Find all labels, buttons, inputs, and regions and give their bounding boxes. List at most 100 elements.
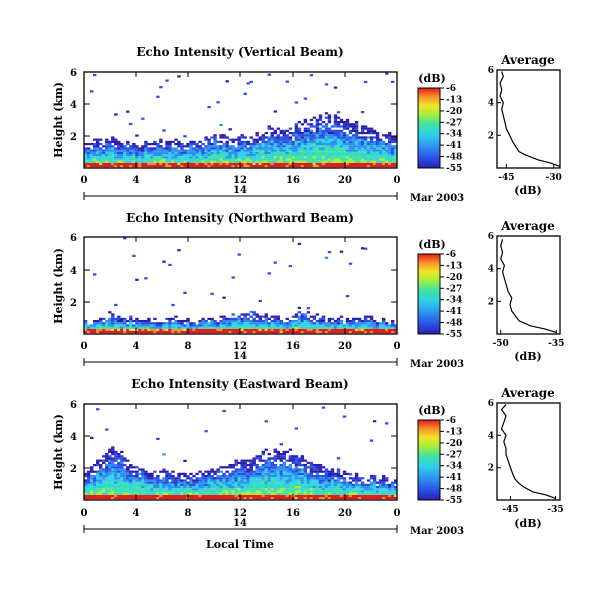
- heatmap-cell: [204, 430, 208, 433]
- heatmap-cell: [327, 132, 332, 135]
- heatmap-cell: [330, 156, 335, 159]
- heatmap-cell: [372, 483, 377, 486]
- heatmap-cell: [180, 156, 184, 159]
- heatmap-cell: [156, 494, 160, 497]
- heatmap-cell: [261, 464, 265, 467]
- heatmap-cell: [159, 490, 163, 493]
- heatmap-cell: [339, 497, 344, 500]
- heatmap-cell: [261, 149, 265, 152]
- heatmap-cell: [357, 486, 362, 489]
- heatmap-cell: [324, 468, 329, 471]
- heatmap-cell: [240, 483, 244, 486]
- heatmap-cell: [105, 466, 109, 469]
- heatmap-cell: [90, 158, 94, 161]
- heatmap-cell: [372, 328, 377, 331]
- heatmap-cell: [123, 165, 127, 168]
- heatmap-cell: [351, 123, 356, 126]
- heatmap-cell: [273, 261, 277, 264]
- heatmap-cell: [108, 165, 112, 168]
- heatmap-cell: [150, 160, 154, 163]
- heatmap-cell: [312, 156, 317, 159]
- heatmap-cell: [231, 326, 235, 329]
- heatmap-cell: [309, 149, 314, 152]
- heatmap-cell: [141, 479, 145, 482]
- heatmap-cell: [102, 331, 106, 334]
- heatmap-cell: [288, 145, 293, 148]
- heatmap-cell: [144, 156, 148, 159]
- heatmap-cell: [300, 324, 305, 327]
- heatmap-cell: [246, 324, 250, 327]
- heatmap-cell: [120, 457, 124, 460]
- heatmap-cell: [114, 477, 118, 480]
- heatmap-cell: [391, 322, 395, 325]
- heatmap-cell: [345, 322, 350, 325]
- heatmap-cell: [382, 140, 386, 143]
- heatmap-cell: [372, 490, 377, 493]
- heatmap-cell: [276, 466, 280, 469]
- heatmap-cell: [297, 156, 302, 159]
- heatmap-cell: [198, 481, 202, 484]
- heatmap-cell: [279, 162, 283, 165]
- heatmap-cell: [120, 497, 124, 500]
- heatmap-cell: [177, 145, 181, 148]
- heatmap-cell: [282, 160, 286, 163]
- heatmap-cell: [285, 158, 289, 161]
- heatmap-cell: [231, 492, 235, 495]
- heatmap-cell: [108, 151, 112, 154]
- heatmap-cell: [306, 165, 311, 168]
- heatmap-cell: [144, 151, 148, 154]
- heatmap-cell: [339, 138, 344, 141]
- heatmap-cell: [90, 151, 94, 154]
- heatmap-cell: [342, 145, 347, 148]
- heatmap-cell: [270, 464, 274, 467]
- heatmap-cell: [288, 151, 293, 154]
- heatmap-cell: [168, 145, 172, 148]
- heatmap-cell: [339, 129, 344, 132]
- heatmap-cell: [231, 147, 235, 150]
- heatmap-cell: [357, 492, 362, 495]
- heatmap-cell: [207, 154, 211, 157]
- heatmap-cell: [108, 468, 112, 471]
- heatmap-cell: [213, 470, 217, 473]
- heatmap-cell: [276, 483, 280, 486]
- heatmap-cell: [111, 479, 115, 482]
- heatmap-cell: [144, 475, 148, 478]
- heatmap-cell: [129, 324, 133, 327]
- heatmap-cell: [87, 328, 91, 331]
- heatmap-cell: [369, 477, 374, 480]
- heatmap-cell: [294, 143, 299, 146]
- heatmap-cell: [147, 490, 151, 493]
- panel-northward-beam: Echo Intensity (Northward Beam) 2 4 6 0 …: [52, 211, 564, 370]
- heatmap-cell: [180, 483, 184, 486]
- heatmap-cell: [318, 479, 323, 482]
- heatmap-cell: [345, 326, 350, 329]
- heatmap-cell: [111, 490, 115, 493]
- heatmap-cell: [258, 136, 262, 139]
- heatmap-cell: [363, 490, 368, 493]
- heatmap-cell: [192, 156, 196, 159]
- heatmap-cell: [87, 151, 91, 154]
- heatmap-cell: [288, 322, 293, 325]
- heatmap-cell: [246, 464, 250, 467]
- heatmap-cell: [153, 158, 157, 161]
- heatmap-cell: [231, 149, 235, 152]
- heatmap-cell: [174, 151, 178, 154]
- heatmap-cell: [312, 116, 317, 119]
- heatmap-cell: [372, 479, 377, 482]
- heatmap-cell: [366, 154, 371, 157]
- heatmap-cell: [258, 459, 262, 462]
- heatmap-cell: [375, 494, 380, 497]
- heatmap-cell: [216, 475, 220, 478]
- heatmap-cell: [339, 134, 344, 137]
- heatmap-cell: [183, 497, 187, 500]
- heatmap-cell: [300, 459, 305, 462]
- heatmap-cell: [87, 143, 91, 146]
- heatmap-cell: [186, 160, 190, 163]
- heatmap-cell: [249, 80, 253, 83]
- heatmap-cell: [195, 479, 199, 482]
- heatmap-cell: [327, 322, 332, 325]
- heatmap-cell: [300, 457, 305, 460]
- heatmap-cell: [102, 483, 106, 486]
- heatmap-cell: [105, 324, 109, 327]
- heatmap-cell: [354, 140, 359, 143]
